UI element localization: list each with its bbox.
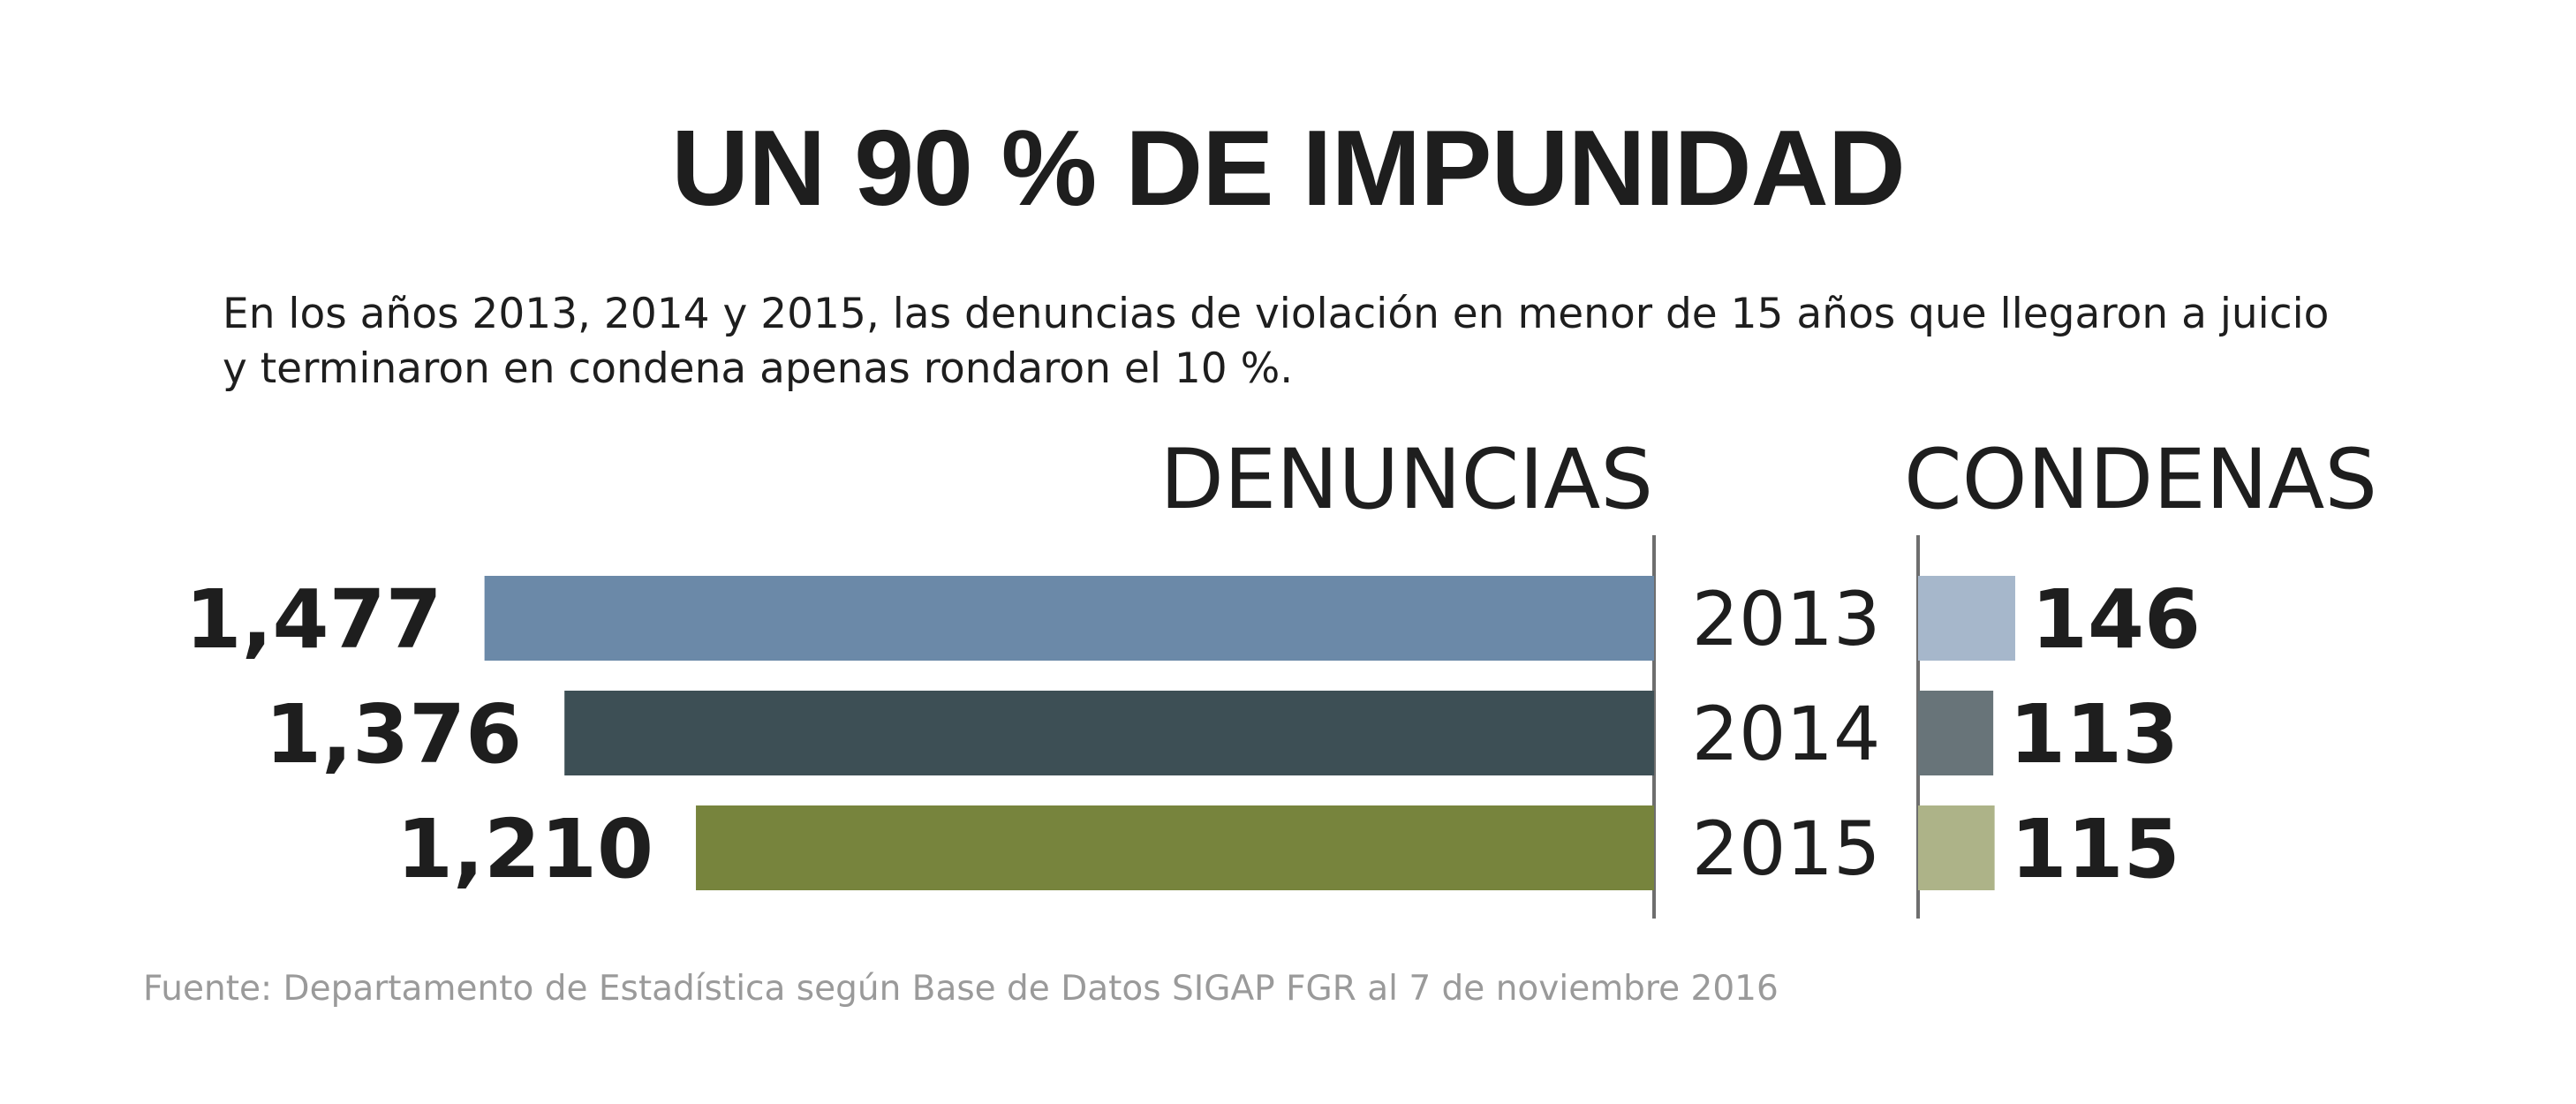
bar-denuncias-2015: [696, 805, 1654, 890]
value-label-denuncias-2013: 1,477: [185, 572, 442, 667]
value-label-condenas-2013: 146: [2031, 572, 2201, 667]
year-label-2014: 2014: [1692, 691, 1881, 777]
year-label-2013: 2013: [1692, 576, 1881, 662]
bar-condenas-2013: [1918, 576, 2015, 661]
chart-title: UN 90 % DE IMPUNIDAD: [671, 108, 1906, 228]
value-label-condenas-2014: 113: [2009, 687, 2179, 782]
bar-denuncias-2013: [484, 576, 1655, 661]
chart-subtitle: En los años 2013, 2014 y 2015, las denun…: [223, 290, 2330, 393]
bar-condenas-2014: [1918, 691, 1994, 775]
bar-denuncias-2014: [564, 691, 1654, 775]
value-label-denuncias-2015: 1,210: [397, 802, 653, 896]
series-header-denuncias: DENUNCIAS: [1160, 432, 1653, 528]
value-label-condenas-2015: 115: [2011, 802, 2180, 896]
source-note: Fuente: Departamento de Estadística segú…: [143, 969, 1779, 1009]
value-label-denuncias-2014: 1,376: [265, 687, 522, 782]
bar-condenas-2015: [1918, 805, 1995, 890]
chart-marks: 1,477 2013 146 1,376 2014 113 1,210 2015 115: [185, 572, 2201, 896]
series-header-condenas: CONDENAS: [1904, 432, 2377, 528]
year-label-2015: 2015: [1692, 805, 1881, 892]
